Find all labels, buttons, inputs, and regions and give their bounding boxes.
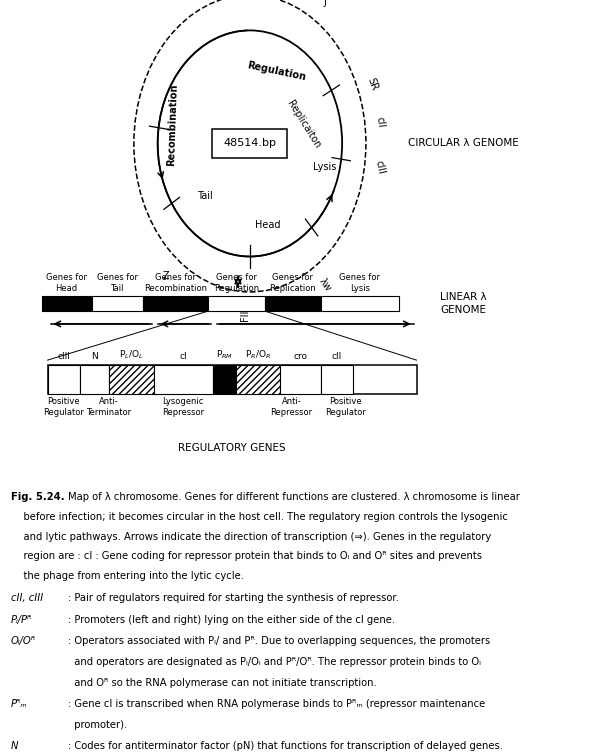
Bar	[42, 296, 92, 311]
Text: cIII: cIII	[373, 159, 386, 175]
Text: REGULATORY GENES: REGULATORY GENES	[178, 443, 286, 453]
Text: P$_R$/O$_R$: P$_R$/O$_R$	[245, 348, 271, 361]
Text: region are : cl : Gene coding for repressor protein that binds to Oₗ and Oᴿ site: region are : cl : Gene coding for repres…	[11, 551, 482, 561]
Bar	[109, 365, 154, 394]
Text: Genes for
Recombination: Genes for Recombination	[144, 273, 207, 293]
FancyBboxPatch shape	[212, 129, 287, 158]
Text: N: N	[91, 352, 98, 361]
Text: Positive
Regulator: Positive Regulator	[325, 397, 365, 418]
Bar	[265, 296, 321, 311]
Text: SR: SR	[366, 77, 380, 92]
Text: Lysis: Lysis	[312, 162, 336, 172]
Bar	[280, 365, 321, 394]
Text: Genes for
Tail: Genes for Tail	[97, 273, 137, 293]
Bar	[48, 365, 416, 394]
Text: cII: cII	[374, 116, 386, 128]
Text: the phage from entering into the lytic cycle.: the phage from entering into the lytic c…	[11, 571, 244, 581]
Text: Map of λ chromosome. Genes for different functions are clustered. λ chromosome i: Map of λ chromosome. Genes for different…	[68, 492, 520, 502]
Text: Genes for
Regulation: Genes for Regulation	[214, 273, 259, 293]
Text: P$_{RM}$: P$_{RM}$	[216, 348, 233, 361]
Bar	[80, 365, 109, 394]
Text: cII: cII	[331, 352, 342, 361]
Bar	[48, 365, 80, 394]
Text: and lytic pathways. Arrows indicate the direction of transcription (⇒). Genes in: and lytic pathways. Arrows indicate the …	[11, 532, 491, 541]
Text: Regulation: Regulation	[246, 60, 307, 83]
Bar	[143, 296, 208, 311]
Text: Pᴿₘ: Pᴿₘ	[11, 699, 27, 709]
Bar	[236, 365, 280, 394]
Text: Tail: Tail	[198, 191, 213, 201]
Text: : Promoters (left and right) lying on the either side of the cl gene.: : Promoters (left and right) lying on th…	[68, 615, 396, 624]
Text: Anti-
Terminator: Anti- Terminator	[86, 397, 131, 418]
Text: Positive
Regulator: Positive Regulator	[43, 397, 84, 418]
Text: CIRCULAR λ GENOME: CIRCULAR λ GENOME	[408, 138, 518, 149]
Text: J: J	[324, 0, 327, 8]
Text: λw: λw	[317, 276, 333, 293]
Text: promoter).: promoter).	[68, 720, 128, 730]
Text: Head: Head	[255, 220, 280, 230]
Text: Z: Z	[162, 270, 169, 281]
Text: Anti-
Repressor: Anti- Repressor	[271, 397, 312, 418]
Text: cIII: cIII	[57, 352, 70, 361]
Text: Fig. 5.24.: Fig. 5.24.	[11, 492, 64, 502]
Text: before infection; it becomes circular in the host cell. The regulatory region co: before infection; it becomes circular in…	[11, 512, 508, 522]
Text: : Gene cl is transcribed when RNA polymerase binds to Pᴿₘ (repressor maintenance: : Gene cl is transcribed when RNA polyme…	[68, 699, 486, 709]
Text: Pₗ/Pᴿ: Pₗ/Pᴿ	[11, 615, 32, 624]
Text: 48514.bp: 48514.bp	[223, 138, 277, 149]
Bar	[208, 296, 265, 311]
Text: and Oᴿ so the RNA polymerase can not initiate transcription.: and Oᴿ so the RNA polymerase can not ini…	[68, 678, 377, 688]
Text: cro: cro	[293, 352, 308, 361]
Text: and operators are designated as Pₗ/Oₗ and Pᴿ/Oᴿ. The repressor protein binds to : and operators are designated as Pₗ/Oₗ an…	[68, 657, 481, 667]
Text: N: N	[11, 741, 18, 751]
Text: : Pair of regulators required for starting the synthesis of repressor.: : Pair of regulators required for starti…	[68, 593, 399, 603]
Text: cI: cI	[180, 352, 187, 361]
Text: LINEAR λ
GENOME: LINEAR λ GENOME	[440, 292, 487, 315]
Bar	[321, 296, 399, 311]
Text: cII, cIII: cII, cIII	[11, 593, 43, 603]
Bar	[213, 365, 236, 394]
Text: Lysogenic
Repressor: Lysogenic Repressor	[162, 397, 204, 418]
Text: FII: FII	[240, 310, 250, 322]
Bar	[321, 365, 353, 394]
Text: Genes for
Lysis: Genes for Lysis	[340, 273, 380, 293]
Text: : Codes for antiterminator factor (pN) that functions for transcription of delay: : Codes for antiterminator factor (pN) t…	[68, 741, 503, 751]
Bar	[154, 365, 213, 394]
Bar	[92, 296, 143, 311]
Text: Genes for
Head: Genes for Head	[46, 273, 87, 293]
Text: Recombination: Recombination	[166, 83, 179, 165]
Text: : Operators associated with Pₗ/ and Pᴿ. Due to overlapping sequences, the promot: : Operators associated with Pₗ/ and Pᴿ. …	[68, 636, 491, 646]
Text: Replicaiton: Replicaiton	[285, 99, 322, 150]
Text: P$_L$/O$_L$: P$_L$/O$_L$	[118, 348, 143, 361]
Text: Genes for
Replication: Genes for Replication	[270, 273, 316, 293]
Text: Oₗ/Oᴿ: Oₗ/Oᴿ	[11, 636, 36, 646]
